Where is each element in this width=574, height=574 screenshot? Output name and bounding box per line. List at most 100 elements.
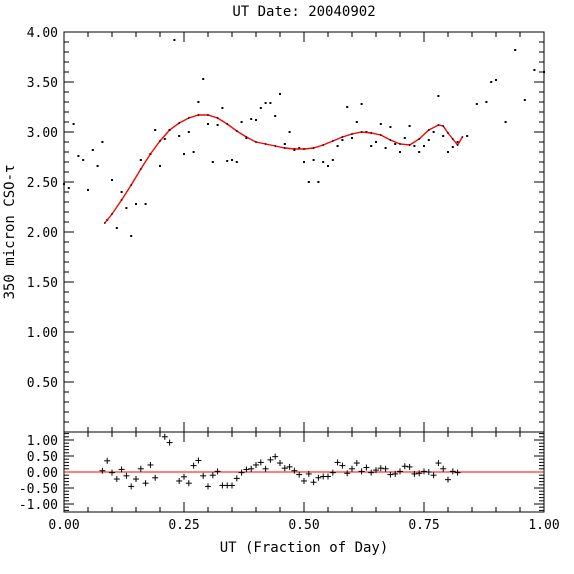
fit-sample-point — [461, 136, 464, 138]
data-point — [456, 141, 459, 143]
data-point — [379, 123, 382, 125]
data-point — [96, 165, 99, 167]
residual-marker — [387, 471, 394, 478]
fit-sample-point — [447, 132, 449, 134]
data-point — [221, 107, 224, 109]
fit-sample-point — [442, 125, 445, 127]
data-point — [154, 129, 157, 131]
residual-marker — [368, 469, 375, 476]
y-axis-label: 350 micron CSO-τ — [2, 165, 18, 300]
data-point — [111, 179, 113, 181]
residual-marker — [373, 467, 379, 474]
data-point — [269, 102, 272, 104]
data-point — [72, 123, 75, 125]
data-point — [327, 165, 329, 167]
data-point — [370, 145, 373, 147]
x-tick-label: 1.00 — [528, 518, 559, 533]
residual-marker — [195, 457, 202, 464]
residual-marker — [267, 456, 274, 463]
data-point — [135, 203, 137, 205]
residual-marker — [238, 469, 245, 476]
data-point — [543, 71, 545, 73]
residual-marker — [377, 465, 384, 472]
residual-marker — [190, 462, 197, 469]
data-point — [514, 49, 517, 51]
residual-marker — [445, 476, 451, 483]
fit-sample-point — [216, 117, 219, 119]
residual-marker — [358, 468, 365, 475]
data-point — [298, 147, 301, 149]
data-point — [423, 145, 425, 147]
data-point — [259, 107, 262, 109]
fit-sample-point — [283, 147, 286, 149]
fit-sample-point — [235, 130, 238, 132]
residual-marker — [392, 470, 399, 477]
data-point — [360, 103, 363, 105]
fit-sample-point — [437, 124, 440, 126]
data-point — [211, 161, 214, 163]
data-point — [504, 121, 507, 123]
data-point — [533, 69, 536, 71]
residual-marker — [128, 483, 135, 490]
residual-marker — [205, 483, 211, 490]
residual-marker — [109, 469, 115, 476]
fit-sample-point — [341, 136, 344, 138]
x-axis-label: UT (Fraction of Day) — [220, 540, 389, 556]
residual-marker — [406, 463, 413, 470]
data-point — [451, 146, 454, 148]
data-point — [250, 118, 253, 120]
residual-marker — [397, 468, 403, 475]
y-tick-label: 3.00 — [27, 126, 58, 141]
data-point — [125, 207, 128, 209]
residual-marker — [137, 465, 144, 472]
data-point — [331, 159, 334, 161]
residual-marker — [166, 439, 173, 446]
residual-marker — [296, 471, 303, 478]
fit-sample-point — [159, 140, 161, 142]
data-point — [394, 143, 397, 145]
data-point — [307, 181, 310, 183]
residual-marker — [176, 477, 183, 484]
data-point — [375, 141, 377, 143]
residual-marker — [334, 459, 341, 466]
fit-sample-point — [331, 140, 334, 142]
data-point — [207, 123, 209, 125]
data-point — [384, 147, 387, 149]
residual-marker — [286, 463, 293, 470]
residual-plot-panel: 0.00 0.25 0.50 0.75 1.00-1.00-0.500.000.501.… — [19, 431, 560, 533]
data-point — [523, 99, 526, 101]
residual-marker — [353, 460, 360, 467]
residual-marker — [454, 469, 461, 476]
data-point — [120, 191, 123, 193]
data-point — [144, 203, 147, 205]
data-point — [255, 119, 257, 121]
residual-marker — [233, 475, 240, 482]
fit-sample-point — [303, 148, 305, 150]
data-point — [67, 187, 70, 189]
data-point — [312, 159, 315, 161]
main-plot-panel: 0.50 1.00 1.50 2.00 2.50 3.00 3.50 4.00 — [27, 26, 545, 433]
residual-marker — [291, 467, 298, 474]
y-tick-label: 1.00 — [27, 434, 58, 449]
fit-sample-point — [389, 139, 392, 141]
residual-marker — [430, 472, 437, 479]
data-point — [475, 103, 478, 105]
residual-marker — [339, 462, 346, 469]
data-point — [139, 159, 142, 161]
y-tick-label: 2.50 — [27, 176, 58, 191]
residual-marker — [118, 466, 125, 473]
residual-marker — [401, 463, 408, 470]
y-tick-label: 3.50 — [27, 76, 58, 91]
residual-marker — [425, 469, 432, 475]
data-point — [437, 95, 440, 97]
data-point — [355, 121, 358, 123]
data-point — [63, 183, 65, 185]
data-point — [197, 101, 200, 103]
data-point — [115, 227, 118, 229]
data-point — [178, 135, 181, 137]
main-plot-frame — [63, 31, 545, 433]
data-point — [226, 160, 229, 162]
data-point — [274, 115, 277, 117]
data-point — [245, 137, 248, 139]
